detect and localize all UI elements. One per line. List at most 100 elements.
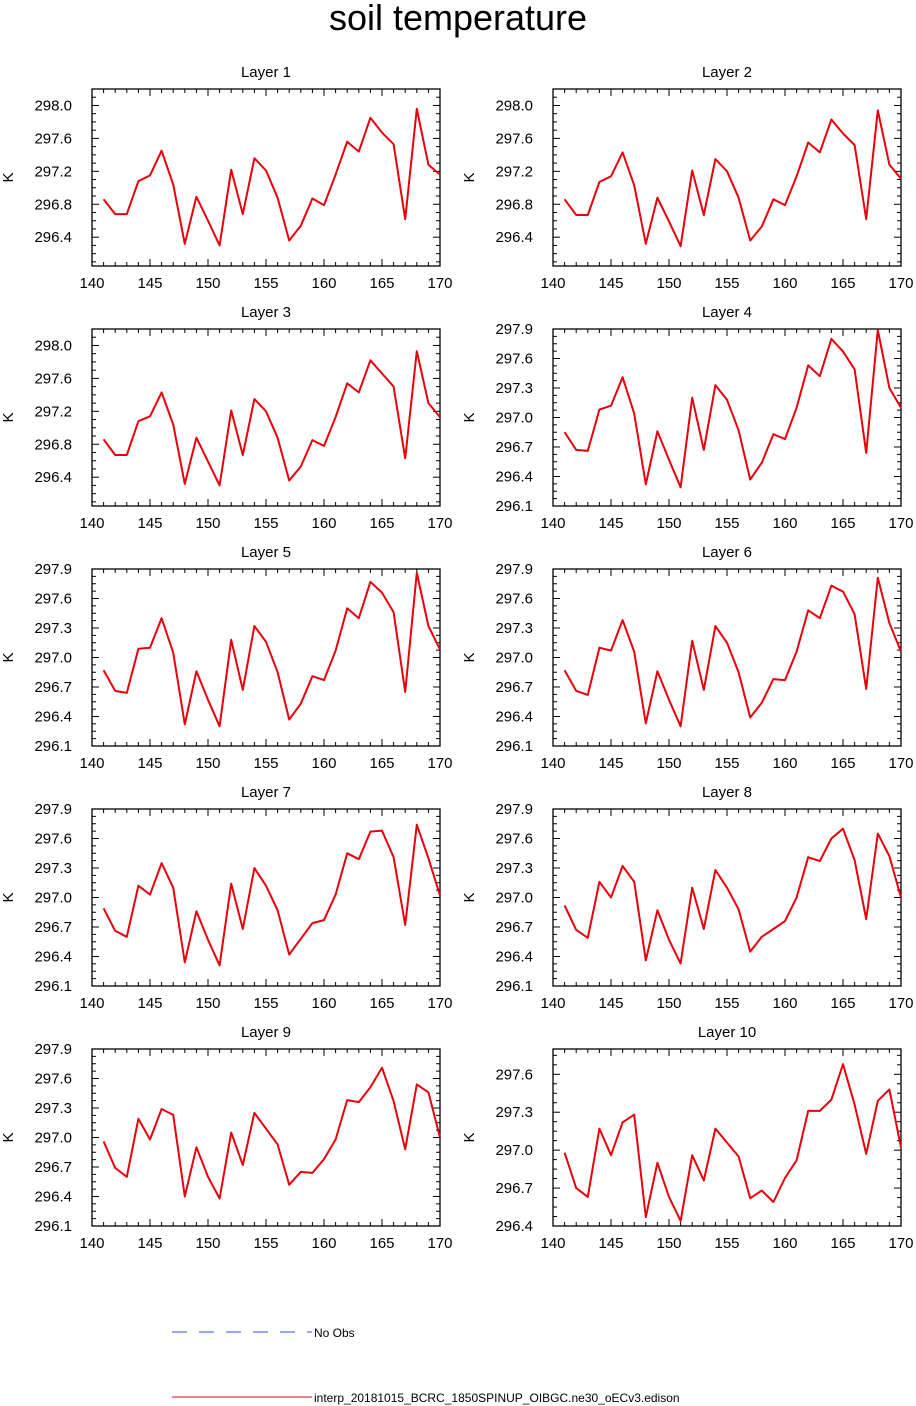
x-tick-label: 145 — [137, 515, 162, 532]
x-tick-label: 165 — [830, 1235, 855, 1252]
x-tick-label: 170 — [888, 995, 913, 1012]
x-tick-label: 140 — [540, 995, 565, 1012]
y-axis-label: K — [461, 1132, 478, 1142]
y-tick-label: 296.1 — [34, 978, 72, 995]
x-tick-label: 140 — [540, 515, 565, 532]
series-line — [563, 576, 902, 728]
panels: Layer 1 K 140 145 150 155 160 165 170 296.4 296.8 2… — [0, 64, 914, 1252]
panel-layer-7: Layer 7 K 140 145 150 155 160 165 170 296.1 296.4 2… — [0, 784, 453, 1012]
y-tick-label: 296.7 — [34, 919, 72, 936]
x-tick-label: 145 — [598, 1235, 623, 1252]
panel-title: Layer 7 — [241, 784, 291, 801]
x-tick-label: 165 — [369, 995, 394, 1012]
plot-frame — [91, 568, 441, 747]
x-tick-label: 160 — [311, 515, 336, 532]
panel-layer-9: Layer 9 K 140 145 150 155 160 165 170 296.1 296.4 2… — [0, 1024, 453, 1252]
y-tick-label: 296.1 — [34, 1218, 72, 1235]
y-tick-label: 296.7 — [495, 1180, 533, 1197]
x-tick-label: 140 — [79, 1235, 104, 1252]
x-tick-label: 155 — [253, 995, 278, 1012]
x-tick-label: 165 — [369, 515, 394, 532]
legend-model-label: interp_20181015_BCRC_1850SPINUP_OIBGC.ne… — [314, 1391, 680, 1405]
y-tick-label: 297.0 — [495, 650, 533, 667]
series-line — [102, 107, 441, 247]
x-tick-label: 170 — [888, 755, 913, 772]
panel-layer-3: Layer 3 K 140 145 150 155 160 165 170 296.4 296.8 2… — [0, 304, 453, 532]
y-tick-label: 297.3 — [495, 620, 533, 637]
panel-title: Layer 6 — [702, 544, 752, 561]
y-tick-label: 297.9 — [495, 801, 533, 818]
x-tick-label: 160 — [772, 1235, 797, 1252]
y-tick-label: 297.9 — [34, 561, 72, 578]
x-tick-label: 160 — [772, 515, 797, 532]
y-tick-label: 297.3 — [495, 380, 533, 397]
x-tick-label: 145 — [137, 1235, 162, 1252]
x-tick-label: 160 — [772, 995, 797, 1012]
legend-obs-label: No Obs — [314, 1326, 355, 1340]
y-tick-label: 296.4 — [34, 1189, 72, 1206]
x-tick-label: 155 — [714, 755, 739, 772]
x-tick-label: 145 — [137, 275, 162, 292]
series-line — [102, 823, 441, 967]
y-tick-label: 297.0 — [495, 1142, 533, 1159]
x-tick-label: 165 — [369, 1235, 394, 1252]
y-tick-label: 296.7 — [34, 679, 72, 696]
x-tick-label: 140 — [79, 995, 104, 1012]
y-tick-label: 296.4 — [495, 949, 533, 966]
x-tick-label: 165 — [830, 275, 855, 292]
x-tick-label: 155 — [253, 1235, 278, 1252]
x-tick-label: 165 — [830, 755, 855, 772]
x-tick-label: 150 — [656, 275, 681, 292]
x-tick-label: 140 — [79, 275, 104, 292]
series-line — [102, 1066, 441, 1200]
y-tick-label: 297.0 — [495, 890, 533, 907]
series-line — [102, 571, 441, 728]
y-axis-label: K — [0, 652, 17, 662]
x-tick-label: 145 — [598, 275, 623, 292]
plot-frame — [91, 1048, 441, 1227]
y-tick-label: 297.9 — [495, 561, 533, 578]
y-tick-label: 296.4 — [34, 949, 72, 966]
series-line — [102, 350, 441, 487]
y-tick-label: 296.7 — [34, 1159, 72, 1176]
x-tick-label: 145 — [137, 755, 162, 772]
panel-title: Layer 3 — [241, 304, 291, 321]
y-axis-label: K — [0, 172, 17, 182]
y-tick-label: 298.0 — [34, 337, 72, 354]
y-tick-label: 297.3 — [34, 1100, 72, 1117]
panel-layer-2: Layer 2 K 140 145 150 155 160 165 170 296.4 296.8 2… — [461, 64, 914, 292]
panel-title: Layer 5 — [241, 544, 291, 561]
y-tick-label: 297.6 — [495, 130, 533, 147]
y-tick-label: 297.6 — [34, 130, 72, 147]
y-axis-label: K — [0, 412, 17, 422]
x-tick-label: 160 — [311, 1235, 336, 1252]
plot-frame — [552, 568, 902, 747]
y-tick-label: 296.4 — [495, 1218, 533, 1235]
panel-layer-10: Layer 10 K 140 145 150 155 160 165 170 296.4 296.7… — [461, 1024, 914, 1252]
panel-layer-6: Layer 6 K 140 145 150 155 160 165 170 296.1 296.4 2… — [461, 544, 914, 772]
x-tick-label: 150 — [195, 515, 220, 532]
x-tick-label: 170 — [888, 1235, 913, 1252]
y-axis-label: K — [0, 1132, 17, 1142]
x-tick-label: 155 — [714, 995, 739, 1012]
x-tick-label: 150 — [656, 755, 681, 772]
x-tick-label: 165 — [369, 275, 394, 292]
y-tick-label: 297.0 — [34, 650, 72, 667]
x-tick-label: 155 — [714, 275, 739, 292]
plot-frame — [552, 808, 902, 987]
y-tick-label: 296.4 — [495, 469, 533, 486]
x-tick-label: 140 — [540, 1235, 565, 1252]
y-tick-label: 296.1 — [495, 738, 533, 755]
x-tick-label: 160 — [772, 755, 797, 772]
x-tick-label: 160 — [311, 755, 336, 772]
y-tick-label: 297.3 — [495, 1104, 533, 1121]
plot-frame — [552, 328, 902, 507]
panel-title: Layer 9 — [241, 1024, 291, 1041]
x-tick-label: 170 — [427, 275, 452, 292]
y-tick-label: 296.7 — [495, 439, 533, 456]
y-tick-label: 296.4 — [495, 709, 533, 726]
x-tick-label: 160 — [311, 275, 336, 292]
y-tick-label: 297.6 — [495, 591, 533, 608]
panel-title: Layer 8 — [702, 784, 752, 801]
